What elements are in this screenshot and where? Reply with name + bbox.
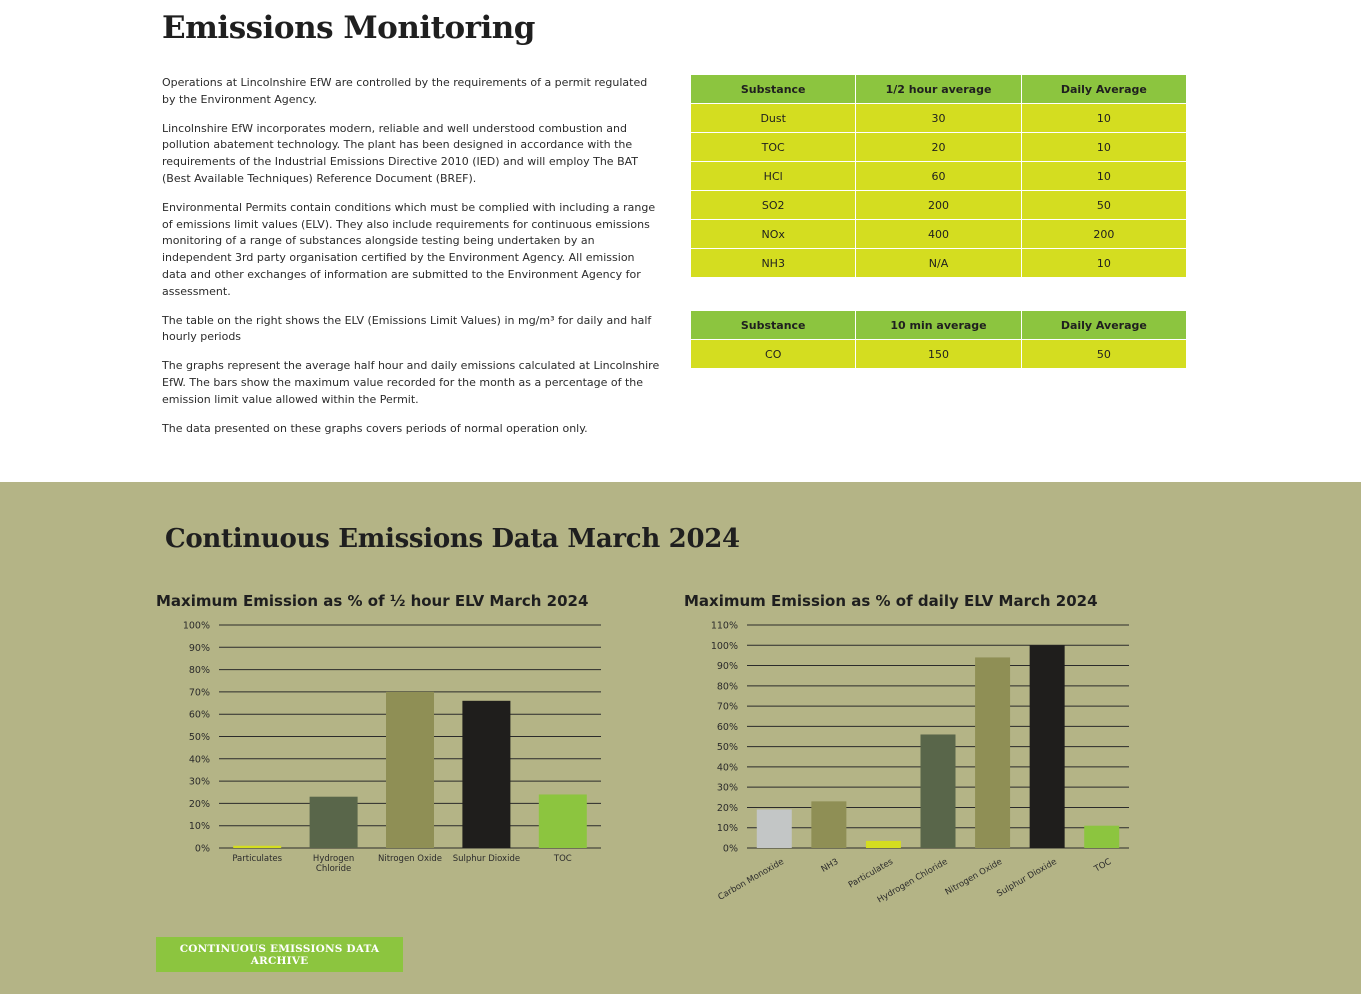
- table-cell: 20: [855, 132, 1022, 162]
- y-tick-label: 10%: [717, 823, 738, 834]
- table-header: Daily Average: [1021, 75, 1186, 104]
- table-header: 1/2 hour average: [855, 75, 1022, 104]
- y-tick-label: 60%: [717, 722, 738, 733]
- bar-sulphur-dioxide: [462, 700, 511, 848]
- x-tick-label: NH3: [820, 857, 841, 875]
- page-title: Emissions Monitoring: [162, 10, 535, 46]
- bar-hydrogen-chloride: [920, 734, 956, 848]
- y-tick-label: 0%: [723, 844, 738, 855]
- daily-elv-chart: 0% 10% 20% 30% 40% 50% 60% 70% 80% 90% 100% 110% Car…: [711, 621, 1129, 905]
- x-tick-label: Particulates: [232, 854, 282, 864]
- table-cell: HCl: [691, 161, 857, 191]
- bar-particulates: [865, 840, 901, 848]
- table-row: Dust 30 10: [691, 103, 1186, 133]
- x-tick-label: Hydrogen Chloride: [313, 854, 354, 874]
- table-cell: 50: [1021, 190, 1186, 220]
- y-tick-label: 40%: [189, 754, 210, 765]
- table-cell: CO: [691, 339, 857, 369]
- table-row: SO2 200 50: [691, 190, 1186, 220]
- x-tick-label: Sulphur Dioxide: [995, 857, 1058, 899]
- elv-table-ten-minute: Substance 10 min average Daily Average C…: [691, 311, 1186, 369]
- y-tick-label: 90%: [717, 661, 738, 672]
- intro-paragraph: Lincolnshire EfW incorporates modern, re…: [162, 121, 639, 185]
- chart-title-half-hour: Maximum Emission as % of ½ hour ELV Marc…: [156, 592, 589, 610]
- bar-carbon-monoxide: [756, 809, 792, 848]
- table-header: Substance: [691, 75, 857, 104]
- table-cell: 400: [855, 219, 1022, 249]
- table-row: CO 150 50: [691, 339, 1186, 369]
- section-title: Continuous Emissions Data March 2024: [165, 524, 740, 554]
- table-cell: 50: [1021, 339, 1186, 369]
- elv-table-half-hour: Substance 1/2 hour average Daily Average…: [691, 75, 1186, 278]
- y-tick-label: 60%: [189, 710, 210, 721]
- x-tick-label: TOC: [1092, 857, 1113, 875]
- table-header: 10 min average: [855, 311, 1022, 340]
- bar-nitrogen-oxide: [386, 691, 434, 848]
- bar-sulphur-dioxide: [1029, 645, 1065, 848]
- table-cell: 30: [855, 103, 1022, 133]
- table-cell: NOx: [691, 219, 857, 249]
- y-tick-label: 20%: [189, 799, 210, 810]
- table-row: HCl 60 10: [691, 161, 1186, 191]
- bar-hydrogen-chloride: [309, 796, 358, 848]
- table-cell: 200: [855, 190, 1022, 220]
- table-cell: N/A: [855, 248, 1022, 278]
- table-cell: Dust: [691, 103, 857, 133]
- y-tick-label: 100%: [711, 641, 738, 652]
- table-cell: 200: [1021, 219, 1186, 249]
- table-header-row: Substance 1/2 hour average Daily Average: [691, 75, 1186, 104]
- y-tick-label: 40%: [717, 762, 738, 773]
- table-cell: 10: [1021, 132, 1186, 162]
- y-tick-label: 30%: [189, 777, 210, 788]
- y-tick-label: 50%: [189, 732, 210, 743]
- y-tick-label: 80%: [717, 681, 738, 692]
- y-tick-label: 90%: [189, 643, 210, 654]
- x-tick-label: TOC: [553, 854, 572, 864]
- x-tick-label: Sulphur Dioxide: [453, 854, 520, 864]
- y-tick-label: 50%: [717, 742, 738, 753]
- x-tick-label: Particulates: [847, 857, 896, 891]
- intro-paragraph: Operations at Lincolnshire EfW are contr…: [162, 76, 648, 106]
- bar-particulates: [233, 845, 282, 848]
- table-cell: NH3: [691, 248, 857, 278]
- table-header-row: Substance 10 min average Daily Average: [691, 311, 1186, 340]
- table-row: NH3 N/A 10: [691, 248, 1186, 278]
- intro-paragraph: The table on the right shows the ELV (Em…: [162, 313, 652, 344]
- x-tick-label: Nitrogen Oxide: [378, 854, 442, 864]
- intro-paragraph: The graphs represent the average half ho…: [162, 359, 660, 406]
- bar-toc: [1084, 825, 1120, 848]
- y-tick-label: 100%: [183, 621, 210, 632]
- table-row: NOx 400 200: [691, 219, 1186, 249]
- table-cell: 10: [1021, 161, 1186, 191]
- table-cell: TOC: [691, 132, 857, 162]
- y-tick-label: 80%: [189, 665, 210, 676]
- bar-nitrogen-oxide: [975, 657, 1011, 848]
- y-tick-label: 70%: [189, 687, 210, 698]
- y-tick-label: 110%: [711, 621, 738, 632]
- y-tick-label: 10%: [189, 821, 210, 832]
- emissions-monitoring-section: Emissions Monitoring Operations at Linco…: [0, 0, 1361, 482]
- intro-paragraph: The data presented on these graphs cover…: [162, 421, 588, 435]
- table-cell: 60: [855, 161, 1022, 191]
- table-cell: 10: [1021, 103, 1186, 133]
- table-row: TOC 20 10: [691, 132, 1186, 162]
- bar-nh3: [811, 801, 847, 848]
- x-tick-label: Carbon Monoxide: [717, 857, 786, 903]
- bar-toc: [538, 794, 587, 848]
- half-hour-elv-chart: 0% 10% 20% 30% 40% 50% 60% 70% 80% 90% 100% Particu…: [183, 621, 601, 874]
- table-cell: 10: [1021, 248, 1186, 278]
- table-cell: SO2: [691, 190, 857, 220]
- y-tick-label: 70%: [717, 702, 738, 713]
- table-header: Substance: [691, 311, 857, 340]
- y-tick-label: 20%: [717, 803, 738, 814]
- table-cell: 150: [855, 339, 1022, 369]
- continuous-emissions-section: Continuous Emissions Data March 2024 Max…: [0, 482, 1361, 994]
- emissions-archive-button[interactable]: CONTINUOUS EMISSIONS DATA ARCHIVE: [156, 937, 403, 972]
- y-tick-label: 0%: [195, 844, 210, 855]
- intro-paragraph: Environmental Permits contain conditions…: [162, 200, 656, 298]
- table-header: Daily Average: [1021, 311, 1186, 340]
- y-tick-label: 30%: [717, 783, 738, 794]
- chart-title-daily: Maximum Emission as % of daily ELV March…: [684, 592, 1098, 610]
- intro-text: Operations at Lincolnshire EfW are contr…: [162, 75, 662, 449]
